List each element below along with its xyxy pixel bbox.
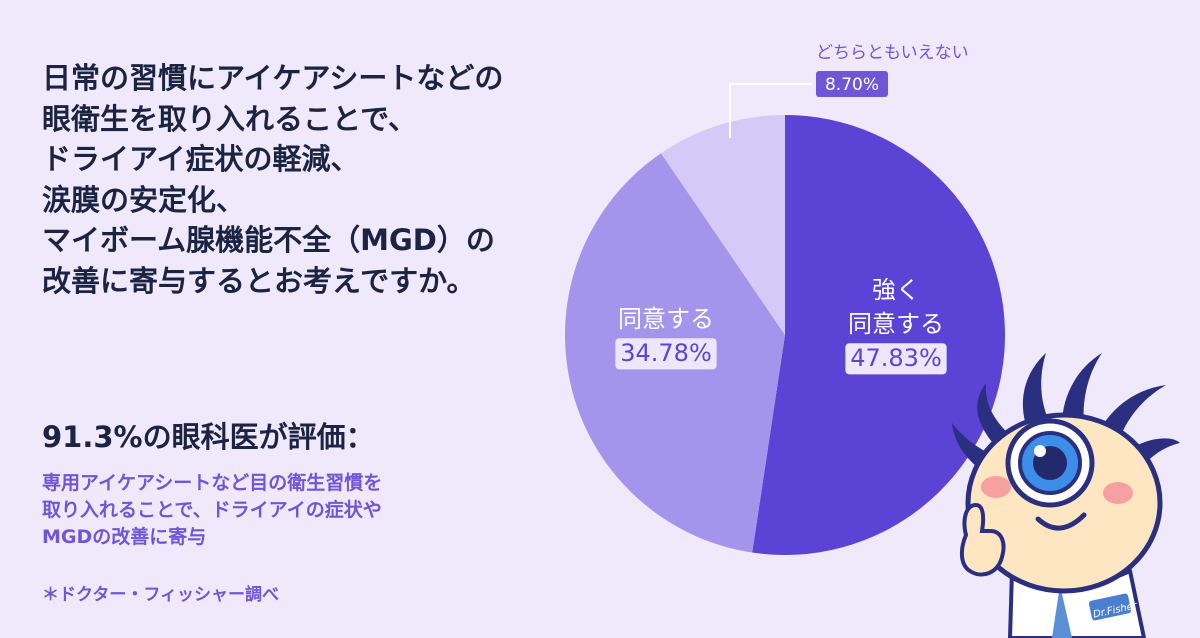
question-line: 涙膜の安定化、 (42, 182, 246, 217)
result-headline: 91.3%の眼科医が評価： (42, 420, 375, 454)
survey-question: 日常の習慣にアイケアシートなどの 眼衛生を取り入れることで、 ドライアイ症状の軽… (42, 58, 582, 301)
question-line: ドライアイ症状の軽減、 (42, 142, 360, 176)
slice-label: どちらともいえない (816, 43, 969, 63)
description-line: MGDの改善に寄与 (42, 526, 207, 548)
mascot-coat-badge (1088, 593, 1132, 621)
mascot-right-cheek (1103, 482, 1133, 504)
mascot-tie (1052, 585, 1072, 638)
source-note: ＊ドクター・フィッシャー調べ (42, 585, 279, 605)
slice-label: 同意する (848, 310, 944, 338)
slice-neutral (661, 115, 785, 335)
value-label-badge (845, 343, 947, 375)
question-line: マイボーム腺機能不全（MGD）の (42, 223, 495, 257)
slice-label: 同意する (618, 305, 714, 333)
question-line: 日常の習慣にアイケアシートなどの (42, 61, 504, 95)
mascot-hand (959, 502, 1006, 577)
mascot-eye-highlight (1034, 445, 1046, 457)
question-line: 改善に寄与するとお考えですか。 (42, 263, 476, 298)
eyeball-mascot-illustration: Dr.Fisher (952, 353, 1180, 638)
description-line: 専用アイケアシートなど目の衛生習慣を (42, 472, 383, 494)
slice-label: 強く (872, 276, 920, 304)
value-label-badge (615, 338, 717, 370)
slice-value-label: 8.70% (825, 75, 879, 95)
result-description: 専用アイケアシートなど目の衛生習慣を 取り入れることで、ドライアイの症状や MG… (42, 470, 502, 551)
slice-value-label: 34.78% (620, 339, 712, 367)
slice-value-label: 47.83% (850, 344, 942, 372)
mascot-smile (1035, 512, 1087, 531)
slice-strongly-agree (752, 115, 1006, 555)
value-label-badge (816, 71, 888, 97)
mascot-left-cheek (981, 476, 1011, 498)
question-line: 眼衛生を取り入れることで、 (42, 101, 417, 136)
callout-leader-line (729, 83, 812, 138)
description-line: 取り入れることで、ドライアイの症状や (42, 499, 382, 521)
